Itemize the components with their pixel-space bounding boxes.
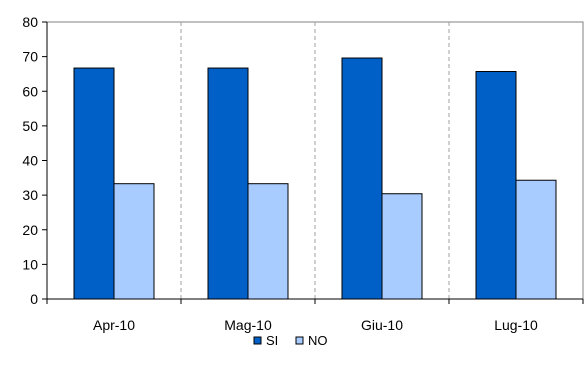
y-tick-label: 0 xyxy=(30,291,38,307)
x-tick-label: Lug-10 xyxy=(494,317,538,333)
y-tick-label: 50 xyxy=(22,118,38,134)
bar-si-apr-10 xyxy=(73,67,115,300)
legend-label-si: SI xyxy=(266,333,278,348)
y-tick-label: 80 xyxy=(22,14,38,30)
x-tick-label: Giu-10 xyxy=(361,317,403,333)
bar-no-giu-10 xyxy=(381,193,423,300)
legend-label-no: NO xyxy=(308,333,328,348)
bar-si-lug-10 xyxy=(475,71,517,300)
y-tick-label: 10 xyxy=(22,256,38,272)
y-tick-label: 70 xyxy=(22,49,38,65)
x-tick-label: Apr-10 xyxy=(93,317,135,333)
bar-si-mag-10 xyxy=(207,67,249,300)
bar-no-mag-10 xyxy=(247,183,289,300)
bar-no-lug-10 xyxy=(515,179,557,300)
legend-swatch-si xyxy=(253,336,262,345)
legend-swatch-no xyxy=(295,336,304,345)
bar-no-apr-10 xyxy=(113,183,155,300)
y-tick-label: 60 xyxy=(22,83,38,99)
y-tick-label: 40 xyxy=(22,153,38,169)
y-tick-label: 20 xyxy=(22,222,38,238)
bar-si-giu-10 xyxy=(341,57,383,300)
x-tick-label: Mag-10 xyxy=(224,317,272,333)
y-tick-label: 30 xyxy=(22,187,38,203)
